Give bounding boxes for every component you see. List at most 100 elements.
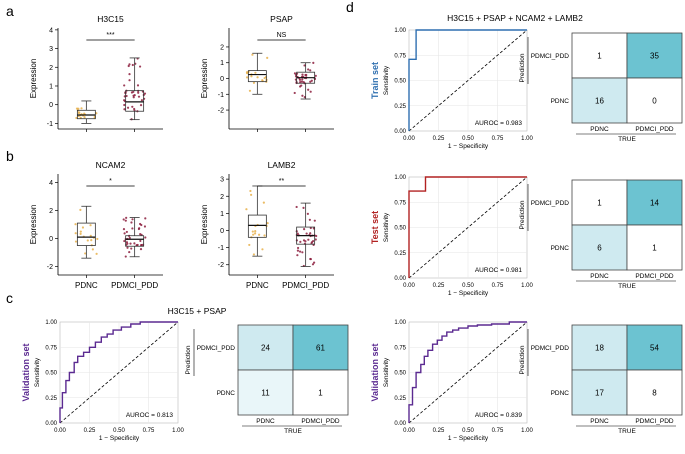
y-tick-label: 2	[220, 194, 224, 201]
dataset-label: Train set	[370, 62, 380, 99]
data-point	[128, 236, 131, 240]
y-tick-label: 0.00	[394, 276, 406, 282]
data-point	[249, 189, 252, 193]
x-tick-label: 0.00	[54, 428, 66, 434]
y-tick-label: 0.75	[45, 345, 57, 351]
panel-letter-b: b	[6, 148, 14, 164]
data-point	[296, 249, 300, 252]
chance-diagonal	[408, 321, 528, 424]
data-point	[125, 216, 128, 219]
boxplot-lamb2: LAMB2 Expression -2 -1 0 1 2 3 PDNC PDMCI_PDD **	[200, 160, 334, 290]
y-tick-label: 0.25	[394, 104, 406, 110]
y-axis-label: Expression	[200, 59, 209, 99]
data-point	[74, 232, 77, 235]
true-axis-label: TRUE	[284, 428, 302, 435]
data-point	[301, 78, 304, 81]
data-point	[78, 111, 81, 114]
roc-curve	[408, 29, 527, 131]
y-axis-label: Expression	[29, 59, 38, 99]
data-point	[140, 223, 143, 227]
y-tick-label: 2	[220, 44, 224, 51]
row-label: PDNC	[551, 98, 570, 105]
y-tick-label: 0.75	[394, 345, 406, 351]
confusion-matrix-cm_d_train: 1 35 16 0 PDMCI_PDD PDNC PDNC PDMCI_PDD Predicti…	[519, 32, 683, 143]
data-point	[91, 248, 94, 251]
data-point	[245, 208, 248, 211]
data-point	[299, 240, 302, 243]
matrix-cell	[292, 324, 349, 371]
dataset-label: Validation set	[21, 343, 31, 401]
data-point	[314, 74, 317, 77]
data-point	[307, 68, 310, 71]
chance-diagonal	[408, 176, 528, 279]
data-point	[251, 53, 254, 56]
panel-letter-c: c	[6, 290, 13, 306]
roc-curve	[59, 321, 178, 423]
column-label: PDMCI_PDD	[635, 273, 674, 280]
data-point	[309, 226, 312, 230]
data-point	[131, 105, 134, 108]
data-point	[133, 107, 136, 111]
data-point	[266, 56, 269, 59]
data-point	[77, 107, 80, 110]
cell-value: 1	[318, 389, 323, 398]
data-point	[131, 218, 134, 221]
data-point	[133, 242, 136, 245]
y-tick-label: 0.50	[394, 79, 406, 85]
data-point	[139, 248, 143, 251]
data-point	[136, 243, 139, 247]
x-tick-label: 0.75	[492, 136, 504, 142]
chart-title: H3C15	[97, 14, 124, 24]
data-point	[304, 73, 307, 77]
x-tick-label: 0.00	[403, 428, 415, 434]
data-point	[299, 81, 302, 84]
data-point	[307, 238, 310, 241]
data-point	[303, 64, 306, 67]
roc-roc_c_val: 0.000.00 0.25 0.25 0.50 0.50 0.75 0.75 1.00 1.00…	[21, 320, 184, 442]
data-point	[131, 63, 134, 67]
data-point	[252, 81, 256, 84]
data-point	[137, 91, 140, 94]
data-point	[132, 96, 135, 99]
y-tick-label: -1	[218, 245, 224, 252]
data-point	[84, 252, 87, 255]
data-point	[130, 247, 133, 250]
cell-value: 6	[597, 244, 602, 253]
data-point	[127, 64, 130, 68]
y-tick-label: 1	[220, 211, 224, 218]
data-point	[312, 261, 316, 264]
data-point	[262, 201, 265, 204]
x-tick-label: 0.50	[462, 428, 474, 434]
x-tick-label: 0.25	[433, 283, 445, 289]
roc-curve	[408, 321, 527, 423]
column-label: PDMCI_PDD	[301, 418, 340, 425]
y-tick-label: 0.00	[394, 421, 406, 427]
y-tick-label: -2	[218, 108, 224, 115]
roc-roc_d_test: 0.000.00 0.25 0.25 0.50 0.50 0.75 0.75 1.00 1.00…	[370, 175, 533, 297]
true-axis-label: TRUE	[618, 428, 636, 435]
data-point	[254, 230, 257, 233]
panel-letter-d: d	[346, 0, 354, 15]
x-tick-label: 0.25	[433, 428, 445, 434]
cell-value: 1	[652, 244, 657, 253]
data-point	[256, 76, 259, 79]
matrix-cell	[626, 224, 683, 271]
data-point	[79, 208, 82, 211]
prediction-axis-label: Prediction	[519, 53, 526, 82]
significance-label: ***	[106, 32, 114, 39]
box	[125, 90, 145, 112]
data-point	[128, 73, 131, 76]
y-tick-label: 0.25	[394, 251, 406, 257]
x-tick-label: PDNC	[246, 281, 269, 290]
x-tick-label: 0.50	[113, 428, 125, 434]
x-tick-label: 0.50	[462, 136, 474, 142]
data-point	[261, 248, 264, 251]
data-point	[266, 222, 269, 225]
boxplot-h3c15: H3C15 Expression -1 0 1 2 3 4 ***	[29, 14, 163, 132]
matrix-cell	[626, 324, 683, 371]
y-tick-label: -1	[47, 121, 53, 128]
data-point	[81, 226, 85, 229]
x-tick-label: 0.25	[84, 428, 96, 434]
data-point	[143, 225, 147, 228]
